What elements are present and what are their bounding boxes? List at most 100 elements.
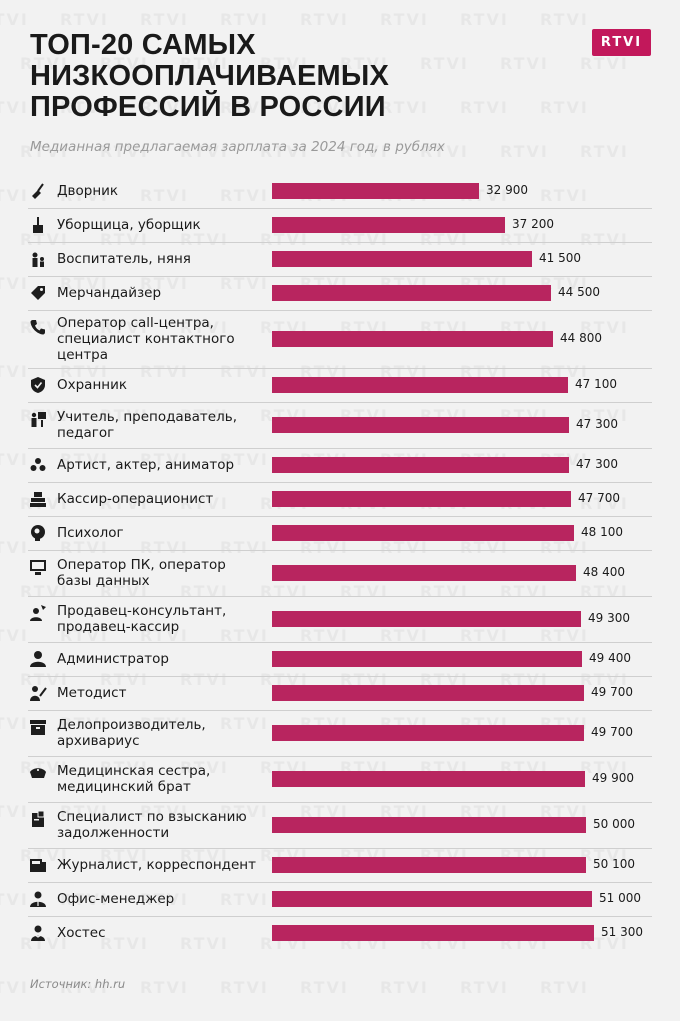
bar bbox=[272, 183, 479, 199]
bar-row: Журналист, корреспондент 50 100 bbox=[28, 849, 652, 883]
category-label: Психолог bbox=[57, 525, 277, 541]
row-divider bbox=[28, 402, 652, 403]
actor-mask-icon bbox=[28, 455, 48, 475]
value-label: 50 100 bbox=[593, 857, 635, 871]
bar bbox=[272, 417, 569, 433]
newspaper-icon bbox=[28, 855, 48, 875]
chart-subtitle: Медианная предлагаемая зарплата за 2024 … bbox=[30, 139, 445, 155]
category-label-line: Дворник bbox=[57, 183, 119, 199]
brain-head-icon bbox=[28, 523, 48, 543]
cash-register-icon bbox=[28, 489, 48, 509]
category-label-line: Продавец-консультант, bbox=[57, 603, 227, 619]
category-label: Уборщица, уборщик bbox=[57, 217, 277, 233]
category-label-line: Специалист по взысканию bbox=[57, 809, 247, 825]
category-label: Мерчандайзер bbox=[57, 285, 277, 301]
row-divider bbox=[28, 756, 652, 757]
category-label-line: продавец-кассир bbox=[57, 619, 180, 635]
value-label: 48 400 bbox=[583, 565, 625, 579]
category-label-line: специалист контактного bbox=[57, 331, 235, 347]
teacher-board-icon bbox=[28, 409, 48, 429]
chart-title: ТОП-20 САМЫХ НИЗКООПЛАЧИВАЕМЫХ ПРОФЕССИЙ… bbox=[30, 29, 389, 123]
value-label: 44 500 bbox=[558, 285, 600, 299]
bar-row: Мерчандайзер 44 500 bbox=[28, 277, 652, 311]
category-label: Продавец-консультант, продавец-кассир bbox=[57, 603, 277, 635]
category-label-line: Психолог bbox=[57, 525, 124, 541]
category-label-line: Оператор call-центра, bbox=[57, 315, 214, 331]
bar-row: Учитель, преподаватель, педагог 47 300 bbox=[28, 403, 652, 449]
office-manager-icon bbox=[28, 889, 48, 909]
row-divider bbox=[28, 448, 652, 449]
bar-row: Специалист по взысканию задолженности 50 0… bbox=[28, 803, 652, 849]
category-label: Дворник bbox=[57, 183, 277, 199]
bar bbox=[272, 565, 576, 581]
category-label: Артист, актер, аниматор bbox=[57, 457, 277, 473]
row-divider bbox=[28, 676, 652, 677]
category-label-line: Мерчандайзер bbox=[57, 285, 162, 301]
category-label: Медицинская сестра, медицинский брат bbox=[57, 763, 277, 795]
category-label: Журналист, корреспондент bbox=[57, 857, 277, 873]
category-label-line: Методист bbox=[57, 685, 127, 701]
bar-row: Дворник 32 900 bbox=[28, 175, 652, 209]
bar-row: Артист, актер, аниматор 47 300 bbox=[28, 449, 652, 483]
admin-person-icon bbox=[28, 649, 48, 669]
category-label: Специалист по взысканию задолженности bbox=[57, 809, 277, 841]
category-label-line: медицинский брат bbox=[57, 779, 191, 795]
row-divider bbox=[28, 482, 652, 483]
category-label-line: педагог bbox=[57, 425, 115, 441]
phone-icon bbox=[28, 317, 48, 337]
category-label: Оператор call-центра, специалист контактн… bbox=[57, 315, 277, 363]
bar bbox=[272, 457, 569, 473]
category-label: Администратор bbox=[57, 651, 277, 667]
category-label-line: задолженности bbox=[57, 825, 170, 841]
bar bbox=[272, 651, 582, 667]
source-note: Источник: hh.ru bbox=[30, 977, 126, 991]
category-label-line: Охранник bbox=[57, 377, 128, 393]
value-label: 47 700 bbox=[578, 491, 620, 505]
category-label: Хостес bbox=[57, 925, 277, 941]
row-divider bbox=[28, 276, 652, 277]
row-divider bbox=[28, 516, 652, 517]
category-label: Офис-менеджер bbox=[57, 891, 277, 907]
category-label-line: Учитель, преподаватель, bbox=[57, 409, 237, 425]
bar bbox=[272, 377, 568, 393]
row-divider bbox=[28, 882, 652, 883]
bar-row: Оператор ПК, оператор базы данных 48 400 bbox=[28, 551, 652, 597]
bar bbox=[272, 925, 594, 941]
bar bbox=[272, 285, 551, 301]
category-label: Оператор ПК, оператор базы данных bbox=[57, 557, 277, 589]
category-label-line: базы данных bbox=[57, 573, 150, 589]
bar-row: Методист 49 700 bbox=[28, 677, 652, 711]
debt-collector-icon bbox=[28, 809, 48, 829]
broom-icon bbox=[28, 181, 48, 201]
bar-row: Психолог 48 100 bbox=[28, 517, 652, 551]
value-label: 48 100 bbox=[581, 525, 623, 539]
value-label: 47 100 bbox=[575, 377, 617, 391]
bar-row: Охранник 47 100 bbox=[28, 369, 652, 403]
row-divider bbox=[28, 916, 652, 917]
value-label: 32 900 bbox=[486, 183, 528, 197]
value-label: 49 700 bbox=[591, 725, 633, 739]
value-label: 44 800 bbox=[560, 331, 602, 345]
value-label: 49 900 bbox=[592, 771, 634, 785]
bar bbox=[272, 891, 592, 907]
category-label-line: центра bbox=[57, 347, 109, 363]
category-label-line: Медицинская сестра, bbox=[57, 763, 211, 779]
archive-box-icon bbox=[28, 717, 48, 737]
row-divider bbox=[28, 848, 652, 849]
bar bbox=[272, 817, 586, 833]
category-label-line: Оператор ПК, оператор bbox=[57, 557, 226, 573]
nanny-child-icon bbox=[28, 249, 48, 269]
hostess-icon bbox=[28, 923, 48, 943]
seller-icon bbox=[28, 603, 48, 623]
value-label: 49 700 bbox=[591, 685, 633, 699]
bar-row: Уборщица, уборщик 37 200 bbox=[28, 209, 652, 243]
category-label: Воспитатель, няня bbox=[57, 251, 277, 267]
row-divider bbox=[28, 310, 652, 311]
bar-row: Продавец-консультант, продавец-кассир 49 3… bbox=[28, 597, 652, 643]
value-label: 49 300 bbox=[588, 611, 630, 625]
row-divider bbox=[28, 596, 652, 597]
value-label: 51 000 bbox=[599, 891, 641, 905]
row-divider bbox=[28, 802, 652, 803]
bar bbox=[272, 725, 584, 741]
bar-row: Кассир-операционист 47 700 bbox=[28, 483, 652, 517]
